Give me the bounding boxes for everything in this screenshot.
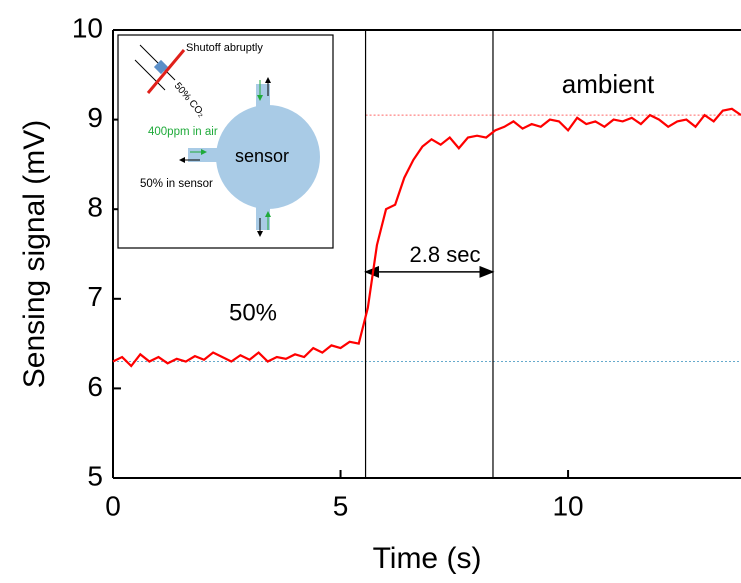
inset-label: 50% in sensor — [140, 178, 213, 190]
x-tick-label: 0 — [105, 490, 121, 521]
y-tick-label: 7 — [87, 281, 103, 312]
valve-line — [134, 59, 166, 91]
sensor-chamber — [216, 105, 320, 209]
annotation: ambient — [562, 69, 655, 99]
y-tick-label: 9 — [87, 102, 103, 133]
annotation: 2.8 sec — [410, 242, 481, 267]
inset-label: sensor — [235, 146, 289, 166]
y-tick-label: 5 — [87, 460, 103, 491]
valve-line — [139, 44, 176, 81]
inset-label: Shutoff abruptly — [186, 42, 263, 54]
y-tick-label: 8 — [87, 192, 103, 223]
data-line — [112, 107, 741, 368]
y-tick-label: 10 — [72, 12, 103, 43]
y-tick-label: 6 — [87, 371, 103, 402]
annotation: 50% — [229, 299, 277, 326]
x-axis-label: Time (s) — [373, 542, 482, 575]
x-tick-label: 5 — [333, 490, 349, 521]
y-axis-label: Sensing signal (mV) — [18, 120, 51, 388]
shutoff-cross — [146, 49, 186, 94]
inset-label: 400ppm in air — [148, 126, 218, 138]
x-tick-label: 10 — [552, 490, 583, 521]
